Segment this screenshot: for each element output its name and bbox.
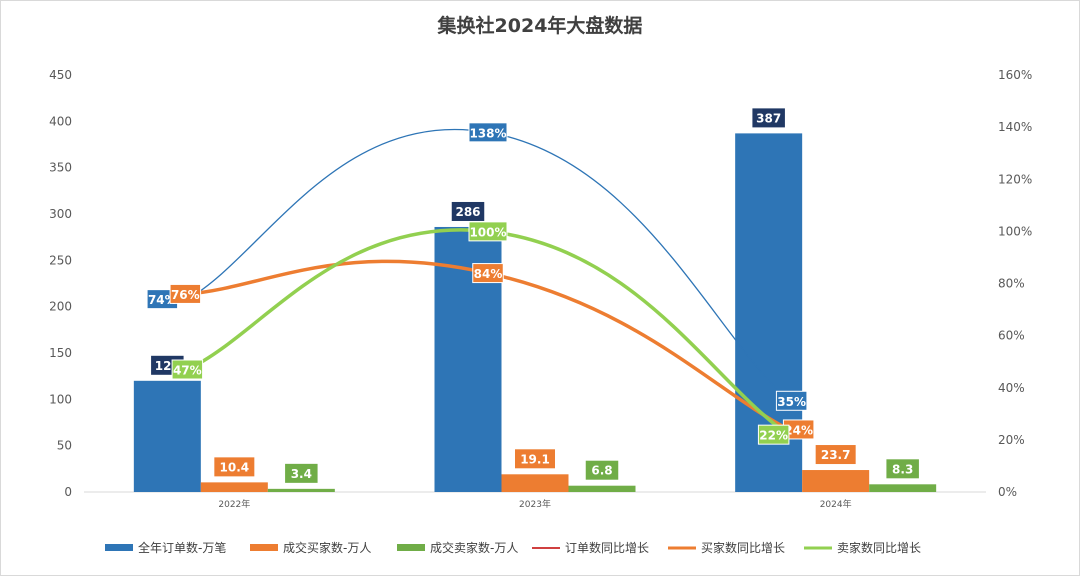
line-labels: 74% 138% 35% 76% 84% 24% 47% 100% 22% xyxy=(146,122,815,445)
x-tick-label: 2023年 xyxy=(519,498,551,510)
y-axis-right: 0% 20% 40% 60% 80% 100% 120% 140% 160% xyxy=(998,68,1032,499)
y-tick-label: 250 xyxy=(49,253,72,267)
legend: 全年订单数-万笔 成交买家数-万人 成交卖家数-万人 订单数同比增长 买家数同比增长 卖家… xyxy=(105,540,921,555)
line-label-bg xyxy=(472,263,504,284)
y-tick-label: 100 xyxy=(49,392,72,406)
line-label-bg xyxy=(775,390,808,411)
line-label-bg xyxy=(757,424,790,445)
y-tick-label: 200 xyxy=(49,300,72,314)
y2-tick-label: 40% xyxy=(998,381,1025,395)
y-axis-left: 0 50 100 150 200 250 300 350 400 450 xyxy=(49,68,72,499)
chart-title: 集换社2024年大盘数据 xyxy=(437,14,643,37)
bar xyxy=(869,484,937,492)
y-tick-label: 50 xyxy=(57,439,72,453)
bar xyxy=(200,482,268,492)
legend-label: 订单数同比增长 xyxy=(565,540,649,555)
bar-label-bg xyxy=(451,201,485,221)
bar-label-bg xyxy=(585,460,619,480)
legend-label: 买家数同比增长 xyxy=(701,540,785,555)
y-tick-label: 300 xyxy=(49,207,72,221)
line-data-label: 74% xyxy=(148,293,177,307)
y-tick-label: 450 xyxy=(49,68,72,82)
y2-tick-label: 140% xyxy=(998,120,1032,134)
bar-data-label: 6.8 xyxy=(591,464,612,478)
bar-data-label: 19.1 xyxy=(520,452,550,466)
y2-tick-label: 20% xyxy=(998,433,1025,447)
bar-label-bg xyxy=(886,459,919,479)
line-data-label: 100% xyxy=(469,225,506,239)
y-tick-label: 150 xyxy=(49,346,72,360)
legend-swatch xyxy=(250,544,278,551)
line-data-label: 24% xyxy=(784,423,813,437)
y-tick-label: 400 xyxy=(49,114,72,128)
bar-group xyxy=(133,133,937,492)
bar-data-label: 387 xyxy=(756,111,781,125)
bar xyxy=(802,470,870,492)
bar xyxy=(267,488,335,492)
bar-label-bg xyxy=(815,445,856,465)
line-label-bg xyxy=(468,122,508,143)
x-axis: 2022年 2023年 2024年 xyxy=(218,498,851,510)
legend-swatch xyxy=(397,544,425,551)
bar-label-bg xyxy=(515,449,555,469)
bar xyxy=(133,380,201,492)
legend-label: 成交买家数-万人 xyxy=(283,540,371,555)
line-data-label: 22% xyxy=(759,429,788,443)
bar-data-label: 10.4 xyxy=(220,460,250,474)
bar xyxy=(568,485,636,492)
line-data-label: 138% xyxy=(469,126,506,140)
bar-label-bg xyxy=(752,108,785,128)
y-tick-label: 0 xyxy=(64,485,72,499)
y2-tick-label: 100% xyxy=(998,224,1032,238)
y-tick-label: 350 xyxy=(49,161,72,175)
legend-label: 全年订单数-万笔 xyxy=(138,540,226,555)
y2-tick-label: 120% xyxy=(998,172,1032,186)
bar-data-label: 286 xyxy=(455,205,480,219)
y2-tick-label: 160% xyxy=(998,68,1032,82)
x-tick-label: 2024年 xyxy=(820,498,852,510)
legend-label: 成交卖家数-万人 xyxy=(430,540,518,555)
legend-label: 卖家数同比增长 xyxy=(837,540,921,555)
line-data-label: 47% xyxy=(173,364,202,378)
line-data-label: 76% xyxy=(171,288,200,302)
bar-label-bg xyxy=(214,457,255,477)
line-label-bg xyxy=(468,221,508,242)
bar xyxy=(501,474,569,492)
y2-tick-label: 0% xyxy=(998,485,1017,499)
x-tick-label: 2022年 xyxy=(218,498,250,510)
line-data-label: 35% xyxy=(777,395,806,409)
line-label-bg xyxy=(171,359,204,380)
y2-tick-label: 60% xyxy=(998,329,1025,343)
y2-tick-label: 80% xyxy=(998,277,1025,291)
legend-swatch xyxy=(105,544,133,551)
line-label-bg xyxy=(169,283,202,304)
bar-data-label: 23.7 xyxy=(821,448,851,462)
bar-label-bg xyxy=(285,463,318,483)
bar-data-label: 3.4 xyxy=(291,467,312,481)
bar-data-label: 8.3 xyxy=(892,462,913,476)
line-data-label: 84% xyxy=(474,267,503,281)
